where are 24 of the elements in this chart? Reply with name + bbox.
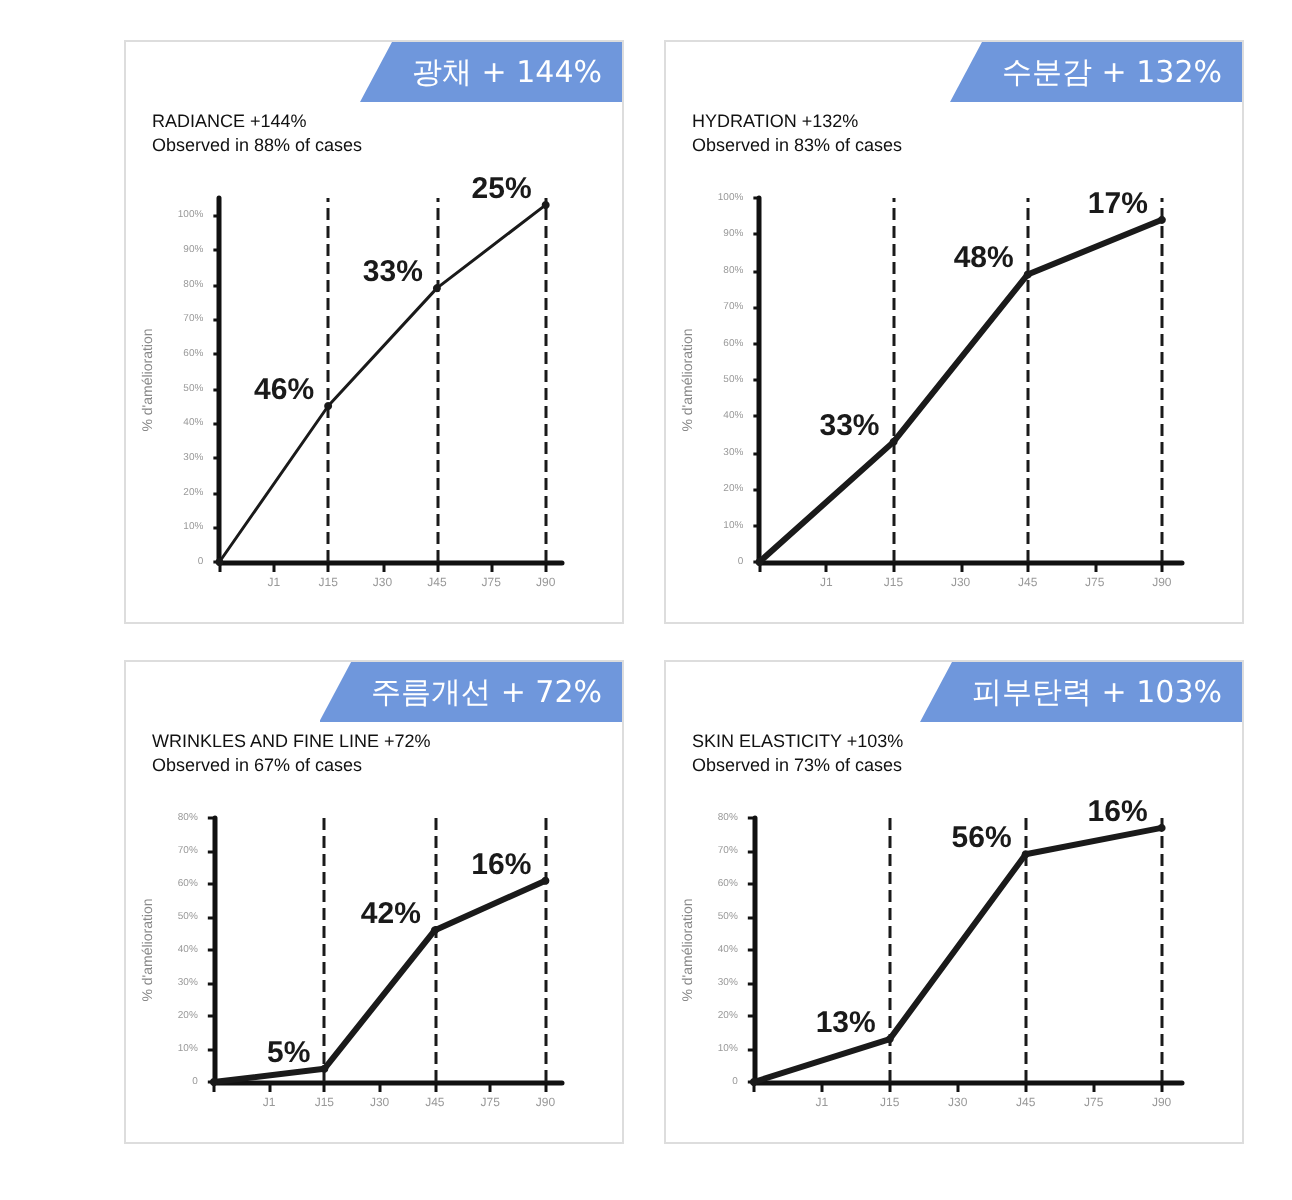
annotation: 16%: [471, 847, 532, 882]
annotation: 46%: [254, 373, 315, 407]
chart-subtitle: Observed in 88% of cases: [152, 135, 364, 155]
annotation: 17%: [1087, 186, 1148, 221]
chart-subtitle: Observed in 67% of cases: [152, 755, 364, 775]
annotation: 33%: [819, 408, 880, 443]
text: 주름개선 + 72%: [319, 662, 622, 722]
text: 광채 + 144%: [360, 42, 622, 102]
annotation: 56%: [951, 821, 1012, 856]
chart-subtitle: Observed in 73% of cases: [692, 755, 904, 775]
annotation: 48%: [953, 241, 1014, 276]
chart-title: WRINKLES AND FINE LINE +72%: [152, 731, 431, 751]
text: 피부탄력 + 103%: [920, 662, 1242, 722]
annotation: 13%: [815, 1006, 876, 1041]
chart-subtitle: Observed in 83% of cases: [692, 135, 904, 155]
annotation: 42%: [360, 897, 421, 932]
chart-title: RADIANCE +144%: [152, 111, 307, 131]
annotation: 16%: [1087, 794, 1148, 829]
annotation: 33%: [362, 255, 423, 290]
chart-title: SKIN ELASTICITY +103%: [692, 731, 904, 751]
text: 수분감 + 132%: [950, 42, 1242, 102]
annotation: 25%: [471, 171, 532, 206]
annotation: 5%: [266, 1035, 311, 1070]
chart-title: HYDRATION +132%: [692, 111, 859, 131]
